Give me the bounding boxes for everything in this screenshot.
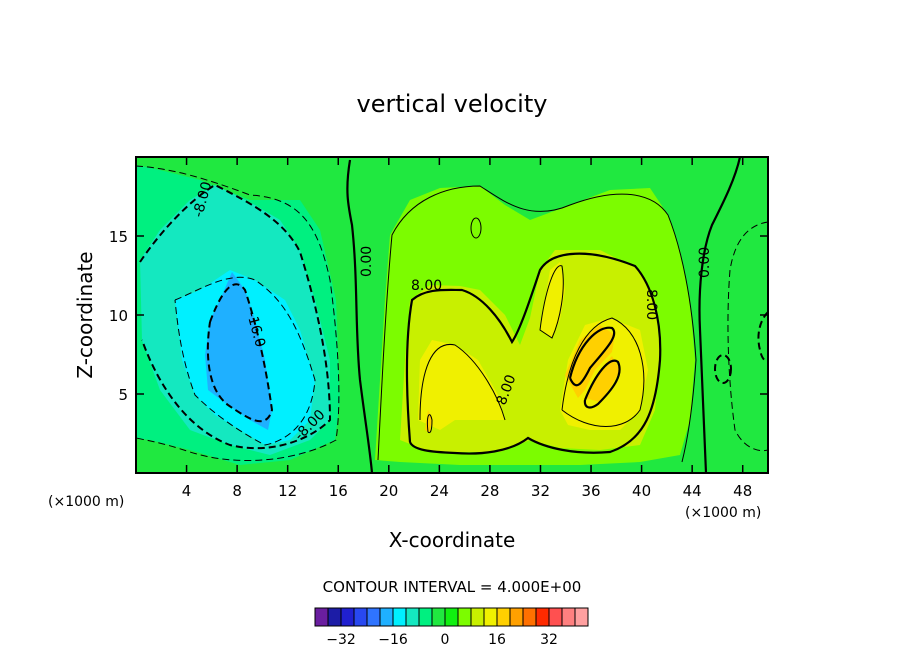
colorbar-swatch — [418, 607, 433, 627]
colorbar: −32 −16 0 16 32 — [314, 607, 589, 648]
y-axis-label: Z-coordinate — [73, 251, 97, 378]
contour-label: 8.00 — [411, 278, 442, 294]
solid-contours — [346, 157, 742, 473]
contour-label: 0.00 — [697, 247, 713, 278]
colorbar-swatch — [496, 607, 511, 627]
colorbar-swatch — [470, 607, 485, 627]
colorbar-swatch — [353, 607, 368, 627]
chart-title: vertical velocity — [357, 90, 548, 118]
x-tick-label: 16 — [329, 482, 348, 500]
x-tick-label: 20 — [379, 482, 398, 500]
colorbar-tick-label: 16 — [488, 632, 506, 648]
colorbar-swatch — [444, 607, 459, 627]
colorbar-swatch — [574, 607, 589, 627]
colorbar-swatch — [379, 607, 394, 627]
colorbar-swatch — [535, 607, 550, 627]
y-tick-label: 5 — [118, 386, 128, 404]
x-tick-label: 28 — [480, 482, 499, 500]
contour-field: -8.00 -16.0 -8.00 0.00 8.00 8.00 8.00 0.… — [136, 157, 768, 473]
x-tick-label: 12 — [278, 482, 297, 500]
colorbar-swatch — [392, 607, 407, 627]
y-axis: 5 10 15 — [109, 228, 768, 404]
colorbar-swatch — [431, 607, 446, 627]
contour-label: 0.00 — [359, 246, 375, 277]
colorbar-swatch — [366, 607, 381, 627]
colorbar-tick-label: −16 — [378, 632, 408, 648]
colorbar-swatch — [340, 607, 355, 627]
colorbar-swatch — [314, 607, 329, 627]
x-tick-label: 36 — [581, 482, 600, 500]
dashed-contours — [136, 165, 768, 461]
colorbar-swatch — [509, 607, 524, 627]
colorbar-swatch — [327, 607, 342, 627]
colorbar-swatch — [548, 607, 563, 627]
x-axis-label: X-coordinate — [389, 528, 516, 552]
x-units-left: (×1000 m) — [48, 494, 124, 510]
x-tick-label: 32 — [531, 482, 550, 500]
x-tick-label: 24 — [430, 482, 449, 500]
colorbar-swatch — [561, 607, 576, 627]
y-tick-label: 10 — [109, 307, 128, 325]
x-tick-label: 48 — [733, 482, 752, 500]
colorbar-swatch — [483, 607, 498, 627]
fill-plus16 — [425, 325, 620, 433]
x-tick-label: 8 — [232, 482, 242, 500]
contour-interval: CONTOUR INTERVAL = 4.000E+00 — [323, 578, 582, 596]
contour-label: 8.00 — [643, 289, 659, 320]
colorbar-tick-label: 32 — [540, 632, 558, 648]
x-tick-label: 44 — [683, 482, 702, 500]
colorbar-swatch — [522, 607, 537, 627]
x-tick-label: 4 — [182, 482, 192, 500]
thin-contours — [377, 185, 697, 463]
colorbar-tick-label: −32 — [326, 632, 356, 648]
x-tick-label: 40 — [632, 482, 651, 500]
colorbar-tick-label: 0 — [441, 632, 450, 648]
fill-minus16 — [205, 272, 272, 430]
x-units-right: (×1000 m) — [685, 505, 761, 521]
colorbar-swatch — [405, 607, 420, 627]
y-tick-label: 15 — [109, 228, 128, 246]
colorbar-swatch — [457, 607, 472, 627]
x-axis: 4 8 12 16 20 24 28 32 36 40 44 48 — [182, 157, 752, 500]
